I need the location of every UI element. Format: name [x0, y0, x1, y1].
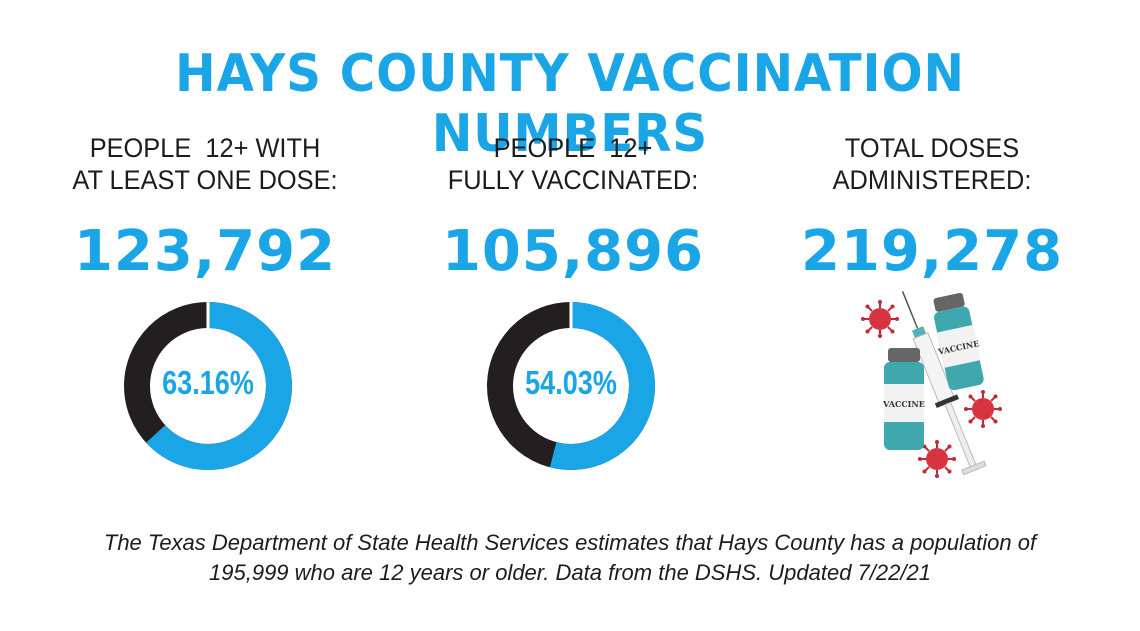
stat-label: PEOPLE 12+ FULLY VACCINATED:	[404, 132, 742, 196]
page-title: HAYS COUNTY VACCINATION NUMBERS	[175, 44, 965, 164]
donut-percent-label: 54.03%	[525, 364, 617, 401]
label-line: TOTAL DOSES	[844, 133, 1020, 163]
donut-chart-one-dose: 63.16%	[123, 301, 293, 471]
vaccine-illustration: VACCINE VACCINE	[850, 284, 1020, 489]
label-line: AT LEAST ONE DOSE:	[72, 165, 338, 195]
donut-chart-fully-vaccinated: 54.03%	[486, 301, 656, 471]
label-line: ADMINISTERED:	[832, 165, 1032, 195]
label-line: PEOPLE 12+ WITH	[89, 133, 321, 163]
stat-at-least-one-dose: PEOPLE 12+ WITH AT LEAST ONE DOSE: 123,7…	[25, 132, 385, 284]
label-line: PEOPLE 12+	[493, 133, 653, 163]
stat-fully-vaccinated: PEOPLE 12+ FULLY VACCINATED: 105,896	[393, 132, 753, 284]
vaccine-icon: VACCINE VACCINE	[860, 291, 1003, 479]
donut-ring	[124, 301, 292, 470]
footnote-line: 195,999 who are 12 years or older. Data …	[209, 560, 931, 585]
stat-total-doses: TOTAL DOSES ADMINISTERED: 219,278	[752, 132, 1112, 284]
footnote-line: The Texas Department of State Health Ser…	[103, 530, 1037, 555]
stat-label: PEOPLE 12+ WITH AT LEAST ONE DOSE:	[36, 132, 374, 196]
footnote: The Texas Department of State Health Ser…	[0, 528, 1140, 588]
stat-label: TOTAL DOSES ADMINISTERED:	[763, 132, 1101, 196]
svg-text:VACCINE: VACCINE	[882, 399, 925, 409]
donut-percent-label: 63.16%	[162, 364, 254, 401]
donut-ring	[487, 301, 655, 470]
stat-value: 219,278	[800, 219, 1064, 284]
stat-value: 105,896	[441, 219, 705, 284]
label-line: FULLY VACCINATED:	[447, 165, 699, 195]
stat-value: 123,792	[73, 219, 337, 284]
